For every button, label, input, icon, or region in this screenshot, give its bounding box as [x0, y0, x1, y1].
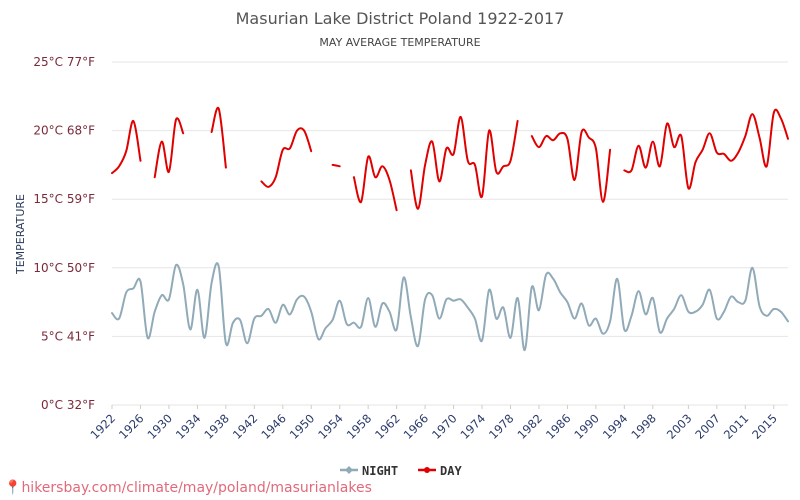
day-series-line-7 — [530, 128, 612, 203]
day-series-line-3 — [260, 127, 313, 188]
x-tick-label-21: 2007 — [692, 411, 723, 442]
legend-item-day[interactable]: DAY — [418, 464, 462, 478]
legend: NIGHT DAY — [340, 464, 462, 478]
x-tick-label-22: 2011 — [721, 411, 752, 442]
x-tick-label-11: 1966 — [401, 411, 432, 442]
day-series-line-6 — [409, 115, 519, 210]
x-tick-label-10: 1962 — [372, 411, 403, 442]
y-tick-label-5: 25°C 77°F — [33, 55, 95, 69]
x-tick-label-8: 1954 — [315, 411, 346, 442]
y-tick-label-2: 10°C 50°F — [33, 261, 95, 275]
y-tick-label-1: 5°C 41°F — [41, 329, 95, 343]
x-tick-label-20: 2003 — [664, 411, 695, 442]
day-series-line-1 — [153, 117, 185, 179]
watermark-text: hikersbay.com/climate/may/poland/masuria… — [21, 480, 372, 496]
legend-marker-day — [424, 467, 430, 473]
y-axis-label: TEMPERATURE — [14, 194, 27, 275]
y-tick-label-4: 20°C 68°F — [33, 124, 95, 138]
x-tick-label-13: 1974 — [458, 411, 489, 442]
x-tick-label-12: 1970 — [429, 411, 460, 442]
x-tick-label-16: 1986 — [543, 411, 574, 442]
day-series-line-8 — [623, 108, 789, 190]
x-tick-label-7: 1950 — [287, 411, 318, 442]
x-axis-ticks: 1922192619301934193819421946195019541958… — [88, 405, 780, 442]
day-series-line-0 — [111, 119, 142, 175]
x-tick-label-23: 2015 — [749, 411, 780, 442]
day-series-line-5 — [352, 155, 398, 212]
x-tick-label-4: 1938 — [201, 411, 232, 442]
x-tick-label-19: 1998 — [628, 411, 659, 442]
night-series-line-0 — [111, 262, 789, 352]
chart-subtitle: MAY AVERAGE TEMPERATURE — [319, 36, 480, 49]
x-tick-label-15: 1982 — [514, 411, 545, 442]
x-tick-label-14: 1978 — [486, 411, 517, 442]
y-axis-ticks: 0°C 32°F 5°C 41°F 10°C 50°F 15°C 59°F 20°C 6… — [33, 55, 95, 412]
legend-marker-night — [345, 466, 353, 474]
x-tick-label-5: 1942 — [230, 411, 261, 442]
x-tick-label-1: 1926 — [116, 411, 147, 442]
x-tick-label-2: 1930 — [144, 411, 175, 442]
watermark-link[interactable]: 📍hikersbay.com/climate/may/poland/masuri… — [4, 480, 372, 496]
x-tick-label-17: 1990 — [571, 411, 602, 442]
x-tick-label-18: 1994 — [600, 411, 631, 442]
location-pin-icon: 📍 — [4, 480, 22, 496]
legend-label-night: NIGHT — [362, 464, 398, 478]
series-lines — [111, 106, 789, 352]
day-series-line-4 — [331, 163, 341, 168]
x-tick-label-3: 1934 — [173, 411, 204, 442]
legend-label-day: DAY — [440, 464, 462, 478]
grid-lines — [112, 61, 788, 406]
x-tick-label-0: 1922 — [88, 411, 119, 442]
x-tick-label-6: 1946 — [258, 411, 289, 442]
y-tick-label-3: 15°C 59°F — [33, 192, 95, 206]
y-tick-label-0: 0°C 32°F — [41, 398, 95, 412]
chart-title: Masurian Lake District Poland 1922-2017 — [236, 9, 565, 28]
x-tick-label-9: 1958 — [344, 411, 375, 442]
legend-item-night[interactable]: NIGHT — [340, 464, 398, 478]
day-series-line-2 — [210, 106, 227, 169]
